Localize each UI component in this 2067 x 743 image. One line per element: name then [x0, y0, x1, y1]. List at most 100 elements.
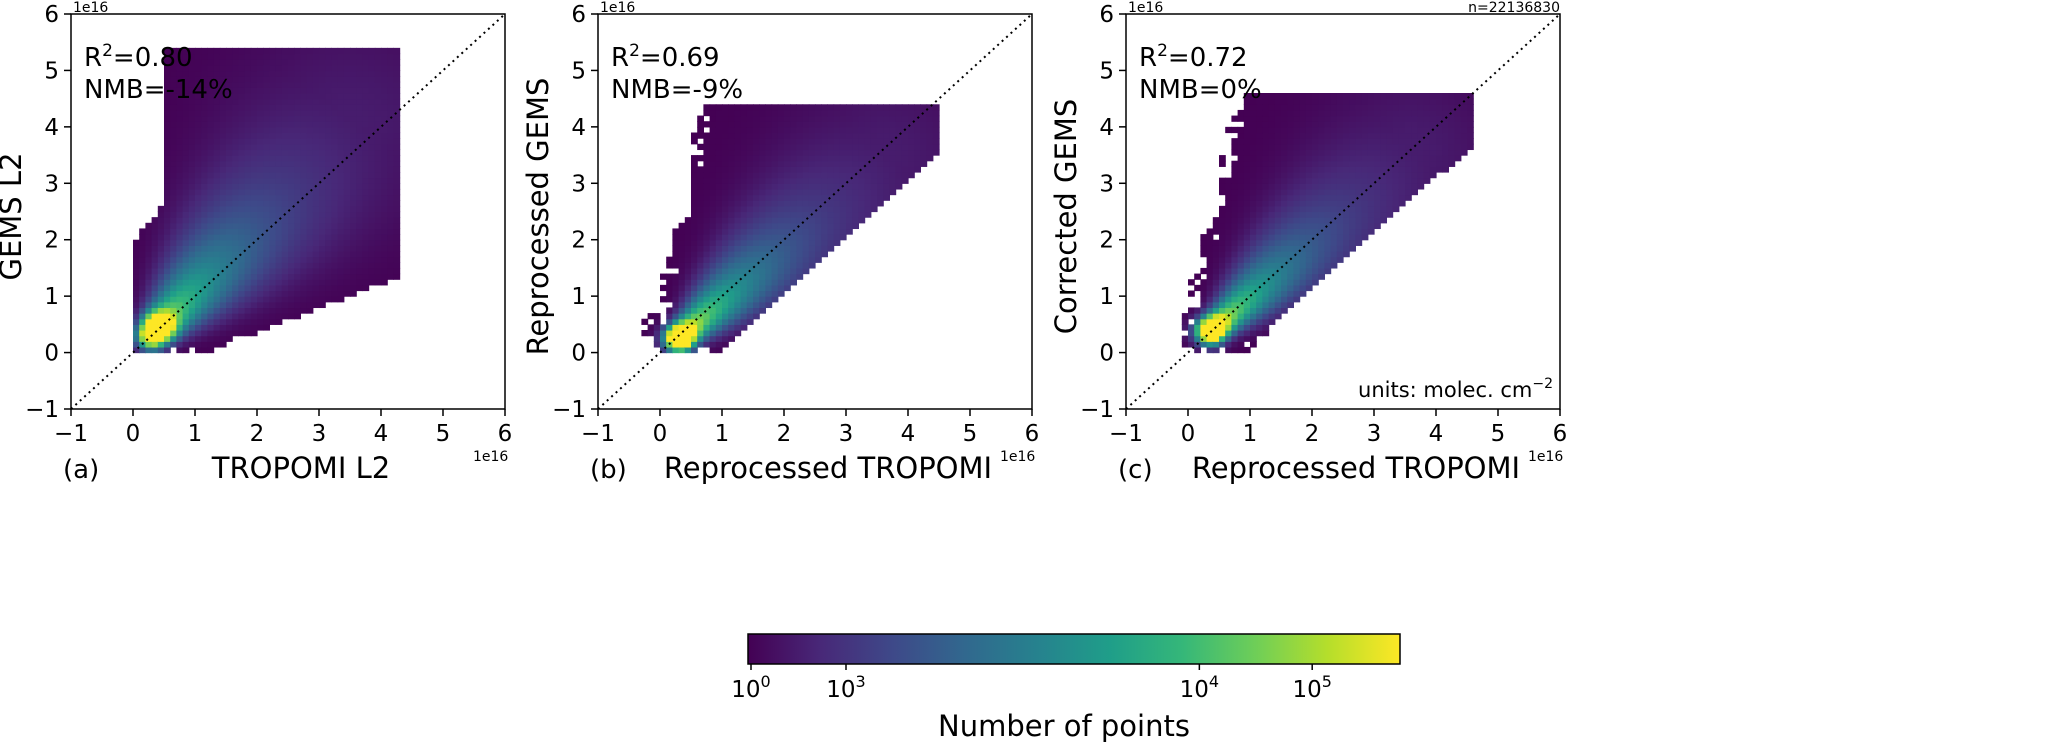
- heatmap-cell: [139, 284, 146, 292]
- heatmap-cell: [839, 211, 847, 218]
- heatmap-cell: [1324, 138, 1332, 145]
- heatmap-cell: [1367, 149, 1375, 156]
- heatmap-cell: [753, 121, 760, 128]
- heatmap-cell: [1398, 143, 1406, 151]
- heatmap-cell: [164, 267, 171, 275]
- heatmap-cell: [815, 245, 822, 252]
- heatmap-cell: [331, 194, 339, 201]
- heatmap-cell: [343, 64, 351, 72]
- heatmap-cell: [1281, 138, 1288, 145]
- heatmap-cell: [294, 47, 301, 55]
- heatmap-cell: [765, 138, 773, 145]
- heatmap-cell: [1212, 267, 1220, 275]
- heatmap-cell: [796, 251, 804, 258]
- heatmap-cell: [188, 194, 196, 201]
- heatmap-cell: [1219, 267, 1226, 275]
- heatmap-cell: [1237, 267, 1245, 275]
- heatmap-cell: [765, 132, 773, 139]
- heatmap-cell: [393, 172, 401, 179]
- heatmap-cell: [232, 301, 239, 309]
- heatmap-cell: [1262, 217, 1270, 224]
- heatmap-cell: [1268, 188, 1276, 196]
- heatmap-cell: [802, 194, 810, 201]
- heatmap-cell: [777, 217, 785, 224]
- heatmap-cell: [1312, 273, 1319, 280]
- heatmap-cell: [350, 132, 357, 139]
- heatmap-cell: [722, 324, 729, 331]
- heatmap-cell: [232, 93, 239, 100]
- heatmap-cell: [306, 166, 314, 173]
- heatmap-cell: [1423, 155, 1431, 162]
- heatmap-cell: [226, 256, 233, 263]
- heatmap-cell: [703, 273, 711, 280]
- heatmap-cell: [796, 262, 804, 269]
- heatmap-cell: [777, 262, 785, 269]
- heatmap-cell: [393, 98, 401, 105]
- heatmap-cell: [802, 109, 810, 117]
- heatmap-cell: [1219, 284, 1226, 292]
- heatmap-cell: [139, 330, 146, 337]
- heatmap-cell: [207, 70, 215, 77]
- heatmap-cell: [1336, 172, 1344, 179]
- heatmap-cell: [728, 177, 735, 184]
- y-tick-label: 2: [44, 228, 59, 254]
- heatmap-cell: [765, 205, 773, 213]
- heatmap-cell: [300, 93, 308, 100]
- heatmap-cell: [889, 160, 897, 167]
- heatmap-cell: [331, 166, 339, 173]
- heatmap-cell: [1268, 313, 1276, 320]
- heatmap-cell: [1448, 98, 1456, 105]
- heatmap-cell: [1411, 126, 1418, 134]
- heatmap-cell: [858, 126, 866, 134]
- heatmap-cell: [864, 149, 872, 156]
- heatmap-cell: [294, 115, 301, 122]
- heatmap-cell: [257, 138, 264, 145]
- heatmap-cell: [1318, 160, 1325, 167]
- heatmap-cell: [331, 155, 339, 162]
- heatmap-cell: [368, 138, 376, 145]
- heatmap-cell: [1336, 205, 1344, 213]
- heatmap-cell: [306, 160, 314, 167]
- heatmap-cell: [1262, 284, 1270, 292]
- heatmap-cell: [1423, 115, 1431, 122]
- heatmap-cell: [1225, 284, 1232, 292]
- heatmap-cell: [684, 301, 692, 309]
- heatmap-cell: [839, 172, 847, 179]
- heatmap-cell: [182, 166, 190, 173]
- heatmap-cell: [1243, 132, 1251, 139]
- heatmap-cell: [306, 301, 314, 309]
- heatmap-cell: [164, 324, 171, 331]
- heatmap-cell: [734, 149, 742, 156]
- heatmap-cell: [176, 155, 184, 162]
- heatmap-cell: [331, 149, 339, 156]
- heatmap-cell: [331, 296, 339, 303]
- heatmap-cell: [691, 262, 698, 269]
- heatmap-cell: [226, 143, 233, 151]
- heatmap-cell: [157, 205, 165, 213]
- heatmap-cell: [151, 245, 159, 252]
- heatmap-cell: [164, 262, 171, 269]
- heatmap-cell: [883, 155, 890, 162]
- heatmap-cell: [312, 188, 320, 196]
- heatmap-cell: [1262, 205, 1270, 213]
- heatmap-cell: [368, 93, 376, 100]
- heatmap-cell: [777, 205, 785, 213]
- heatmap-cell: [728, 109, 735, 117]
- x-tick-label: 2: [777, 421, 792, 447]
- heatmap-cell: [722, 307, 729, 314]
- heatmap-cell: [275, 318, 283, 325]
- heatmap-cell: [1262, 132, 1270, 139]
- heatmap-cell: [170, 239, 177, 246]
- heatmap-cell: [839, 132, 847, 139]
- heatmap-cell: [777, 256, 785, 263]
- heatmap-cell: [269, 251, 277, 258]
- heatmap-cell: [1206, 267, 1214, 275]
- heatmap-cell: [157, 273, 165, 280]
- heatmap-cell: [312, 228, 320, 235]
- heatmap-cell: [1250, 104, 1257, 111]
- heatmap-cell: [393, 70, 401, 77]
- heatmap-cell: [1386, 183, 1394, 190]
- heatmap-cell: [753, 222, 760, 230]
- heatmap-cell: [914, 149, 921, 156]
- heatmap-cell: [1361, 200, 1369, 207]
